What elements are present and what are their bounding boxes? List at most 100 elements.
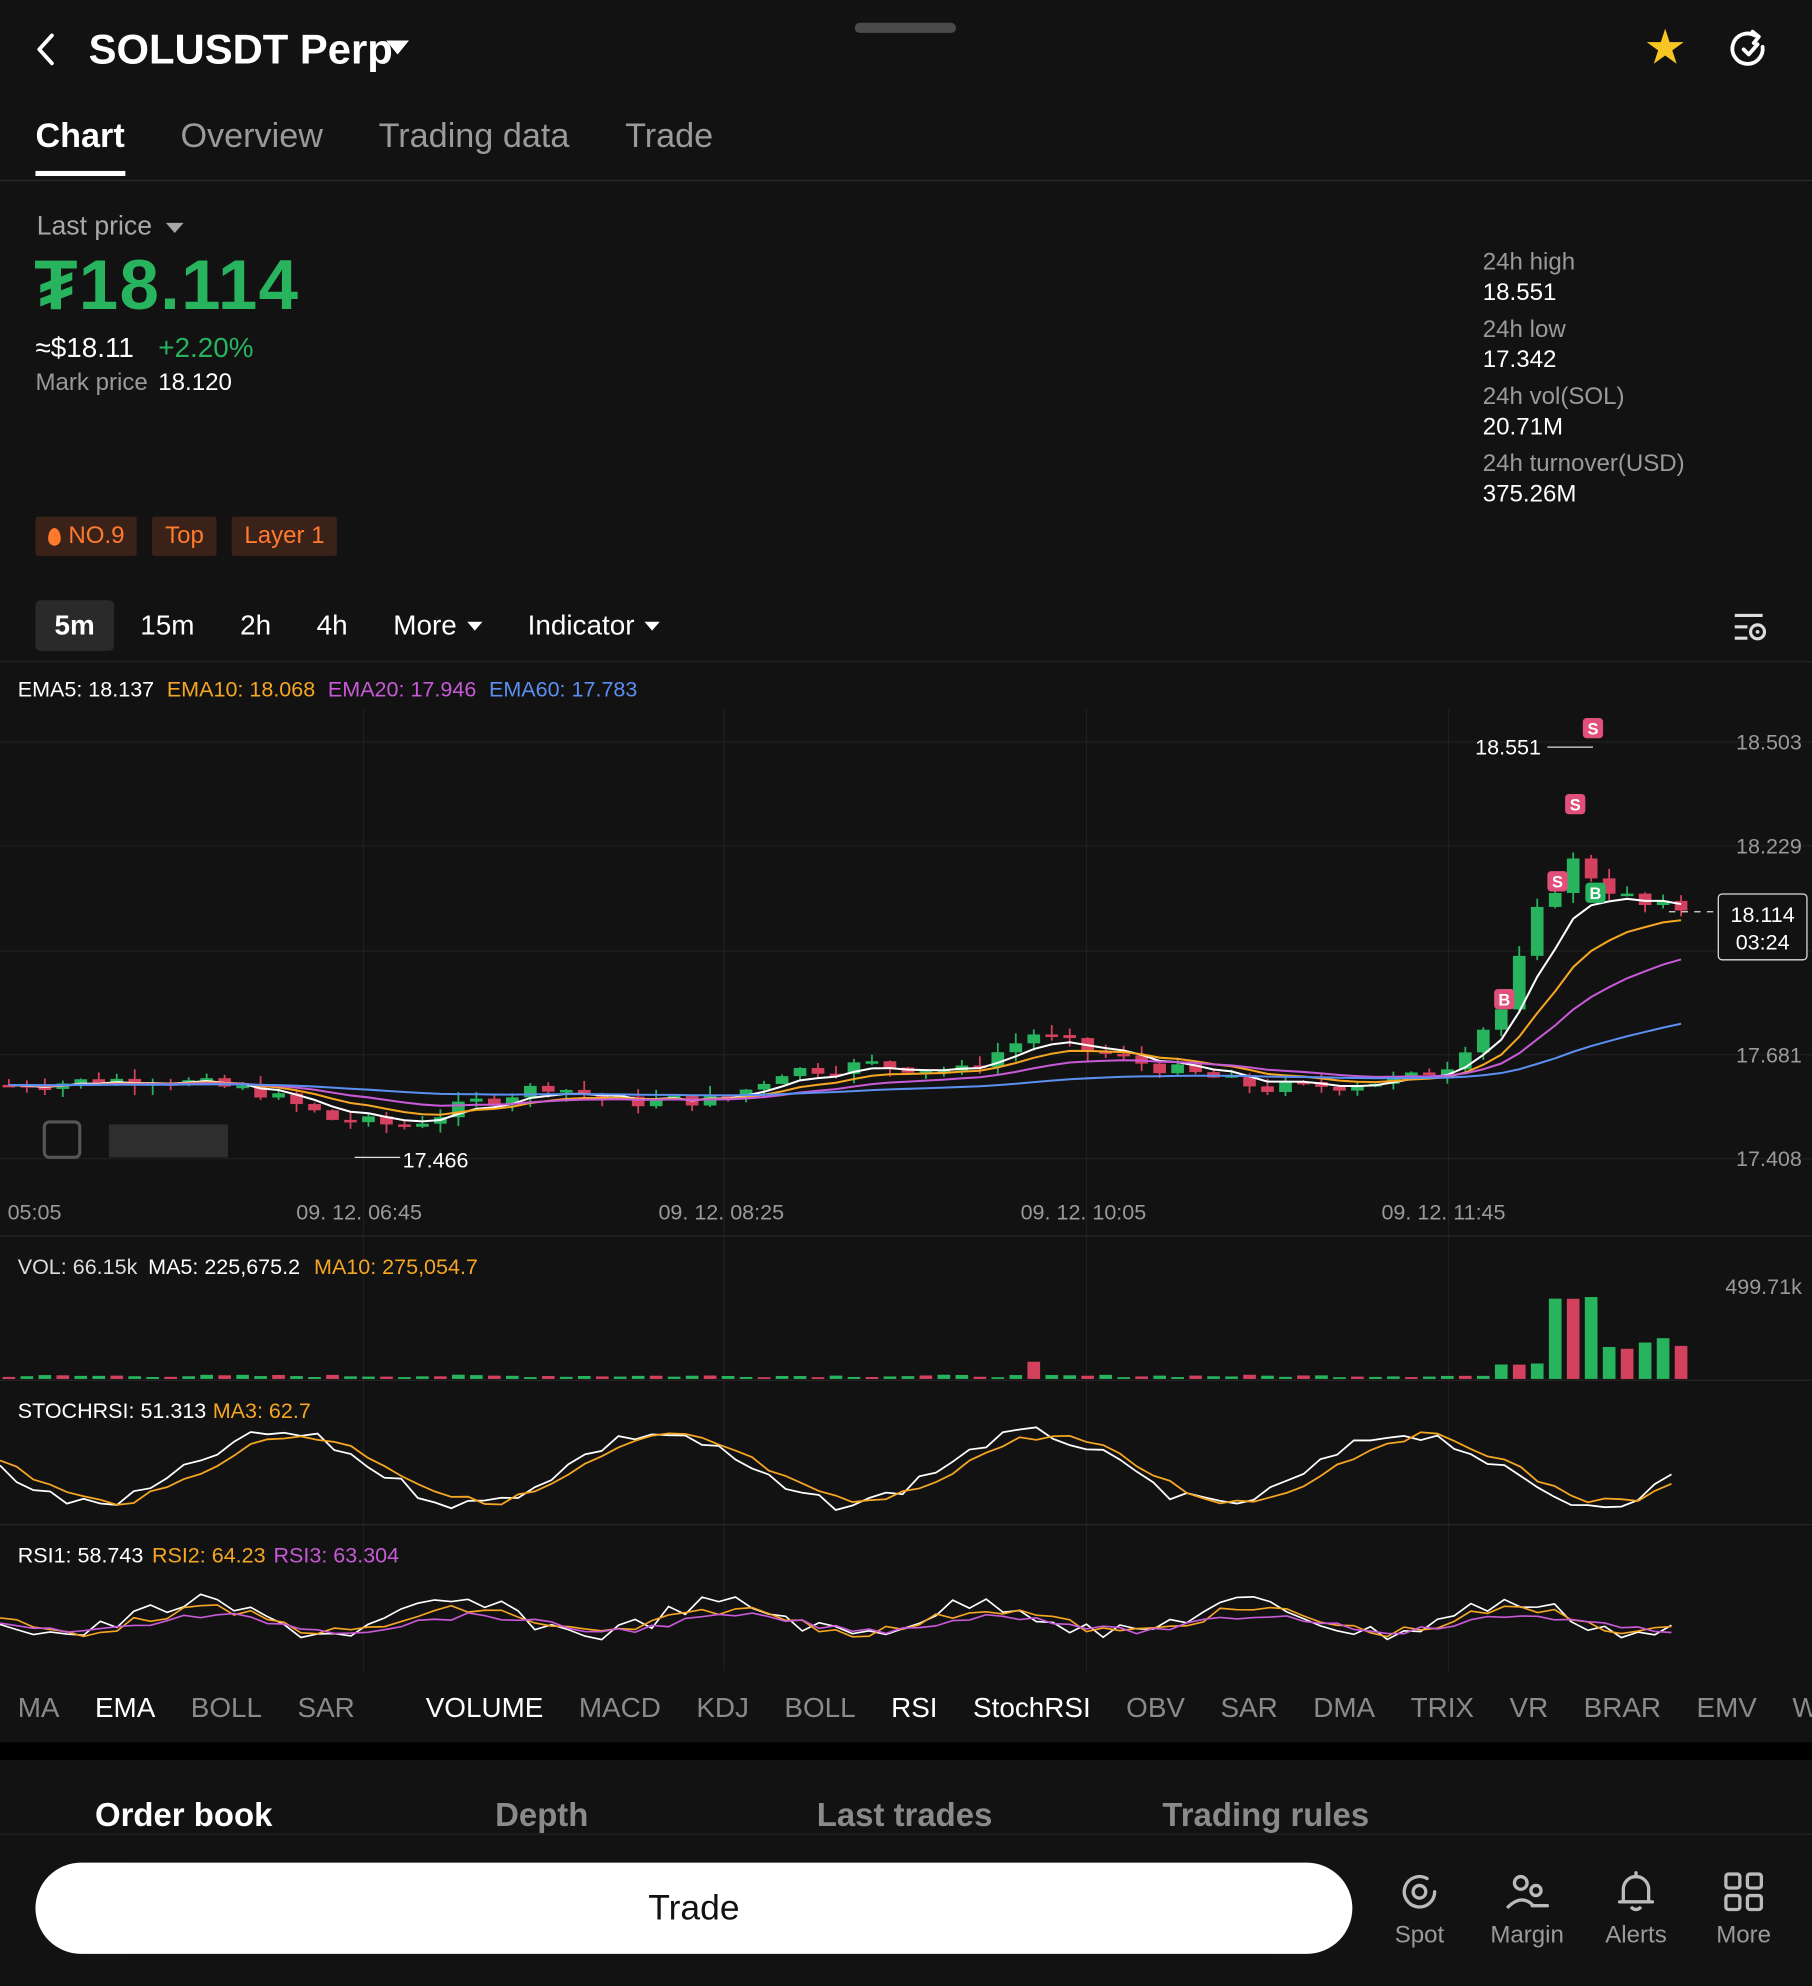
volume-bar	[1638, 1342, 1652, 1379]
timeframe-more[interactable]: More	[374, 600, 501, 651]
volume-bar	[1189, 1375, 1202, 1379]
trade-button[interactable]: Trade	[35, 1862, 1353, 1954]
indicator-sar[interactable]: SAR	[297, 1691, 355, 1724]
indicator-boll-sub[interactable]: BOLL	[784, 1691, 856, 1724]
volume-bar	[416, 1376, 429, 1379]
timeframe-5m[interactable]: 5m	[35, 600, 114, 651]
volume-bar	[721, 1375, 735, 1379]
volume-bar	[775, 1375, 789, 1379]
page-title[interactable]: SOLUSDT Perp	[88, 25, 393, 73]
rank-badge[interactable]: NO.9	[35, 516, 138, 556]
candle	[1494, 1009, 1508, 1030]
layer1-badge[interactable]: Layer 1	[231, 516, 338, 556]
volume-bar	[1099, 1374, 1113, 1379]
volume-bar	[182, 1376, 196, 1379]
timeframe-15m[interactable]: 15m	[140, 609, 195, 641]
drag-handle[interactable]	[854, 22, 957, 33]
nav-label: Spot	[1394, 1922, 1445, 1949]
volume-bar	[1440, 1375, 1454, 1379]
volume-bar	[1315, 1375, 1328, 1379]
volume-bar	[218, 1375, 231, 1379]
tab-bar: Chart Overview Trading data Trade	[35, 116, 714, 177]
tab-order-book[interactable]: Order book	[94, 1795, 273, 1834]
tab-depth[interactable]: Depth	[495, 1795, 589, 1834]
volume-bar	[631, 1375, 645, 1379]
candle	[1530, 906, 1544, 956]
buy-marker	[1585, 882, 1606, 903]
indicator-rsi[interactable]: RSI	[891, 1691, 938, 1724]
chevron-left-icon[interactable]	[28, 28, 66, 71]
indicator-volume[interactable]: VOLUME	[425, 1691, 544, 1724]
indicator-vr[interactable]: VR	[1509, 1691, 1549, 1724]
ema-legend: EMA5: 18.137 EMA10: 18.068 EMA20: 17.946…	[18, 677, 638, 702]
volume-bar	[1081, 1375, 1095, 1379]
tab-overview[interactable]: Overview	[180, 116, 323, 155]
tab-trade[interactable]: Trade	[625, 116, 714, 155]
time-tick: 05:05	[8, 1200, 62, 1224]
time-tick: 09. 12. 10:05	[1021, 1200, 1147, 1224]
volume-bar	[308, 1377, 321, 1379]
nav-more[interactable]: More	[1693, 1869, 1794, 1950]
candle	[865, 1061, 879, 1064]
chart-settings-icon[interactable]	[1732, 610, 1767, 643]
nav-alerts[interactable]: Alerts	[1585, 1869, 1686, 1950]
indicator-obv[interactable]: OBV	[1126, 1691, 1185, 1724]
sell-marker-label: B	[1498, 991, 1510, 1009]
volume-bar	[559, 1376, 573, 1379]
volume-bar	[146, 1376, 160, 1379]
tab-trading-rules[interactable]: Trading rules	[1162, 1795, 1370, 1834]
caret-down-icon[interactable]	[165, 222, 184, 233]
volume-bar	[164, 1376, 178, 1379]
volume-bar	[991, 1377, 1005, 1379]
star-icon[interactable]: ★	[1643, 21, 1687, 75]
stat-label: 24h high	[1482, 249, 1576, 277]
last-price-selector[interactable]: Last price	[36, 211, 153, 241]
tab-last-trades[interactable]: Last trades	[816, 1795, 993, 1834]
timeframe-4h[interactable]: 4h	[316, 609, 348, 641]
indicator-ema[interactable]: EMA	[94, 1691, 156, 1724]
indicator-sar-sub[interactable]: SAR	[1220, 1691, 1278, 1724]
top-badge[interactable]: Top	[152, 516, 217, 556]
volume-bar	[1207, 1376, 1220, 1379]
vol-ma10: MA10: 275,054.7	[314, 1255, 478, 1279]
indicator-trix[interactable]: TRIX	[1410, 1691, 1475, 1724]
flame-icon	[48, 527, 61, 546]
candle	[362, 1116, 375, 1123]
nav-margin[interactable]: Margin	[1476, 1869, 1577, 1950]
indicator-dma[interactable]: DMA	[1313, 1691, 1376, 1724]
tab-trading-data[interactable]: Trading data	[378, 116, 570, 155]
volume-bar	[703, 1375, 717, 1379]
refresh-icon[interactable]	[1727, 28, 1770, 71]
volume-bar	[1548, 1298, 1562, 1379]
price-tick: 18.503	[1736, 731, 1802, 755]
volume-bar	[434, 1376, 447, 1379]
candle	[1279, 1081, 1292, 1092]
indicator-selector[interactable]: Indicator	[509, 600, 679, 651]
volume-bar	[272, 1374, 285, 1379]
candle	[128, 1078, 142, 1086]
candle	[38, 1087, 52, 1091]
candle	[1117, 1053, 1131, 1057]
candle	[1261, 1086, 1274, 1092]
timeframe-2h[interactable]: 2h	[240, 609, 272, 641]
indicator-boll[interactable]: BOLL	[190, 1691, 263, 1724]
volume-bar	[667, 1376, 681, 1379]
indicator-brar[interactable]: BRAR	[1583, 1691, 1662, 1724]
price-chart[interactable]: S S S B B 18.503 18.229 17.681 17.408 05:05 09. 1…	[0, 709, 1812, 1684]
volume-bar	[452, 1374, 465, 1379]
indicator-kdj[interactable]: KDJ	[696, 1691, 749, 1724]
volume-bar	[1512, 1364, 1526, 1379]
stochrsi-label: STOCHRSI: 51.313	[18, 1399, 207, 1423]
indicator-wr[interactable]: WR	[1792, 1692, 1812, 1725]
candle	[1512, 955, 1526, 1010]
indicator-macd[interactable]: MACD	[578, 1691, 661, 1724]
volume-bar	[1387, 1376, 1400, 1379]
indicator-stochrsi[interactable]: StochRSI	[973, 1691, 1091, 1724]
tab-chart[interactable]: Chart	[35, 116, 125, 177]
indicator-emv[interactable]: EMV	[1696, 1691, 1757, 1724]
nav-label: Margin	[1490, 1922, 1564, 1949]
chevron-down-icon[interactable]	[386, 40, 409, 55]
indicator-ma[interactable]: MA	[17, 1691, 60, 1724]
candle	[919, 1071, 933, 1074]
nav-spot[interactable]: Spot	[1369, 1869, 1470, 1950]
